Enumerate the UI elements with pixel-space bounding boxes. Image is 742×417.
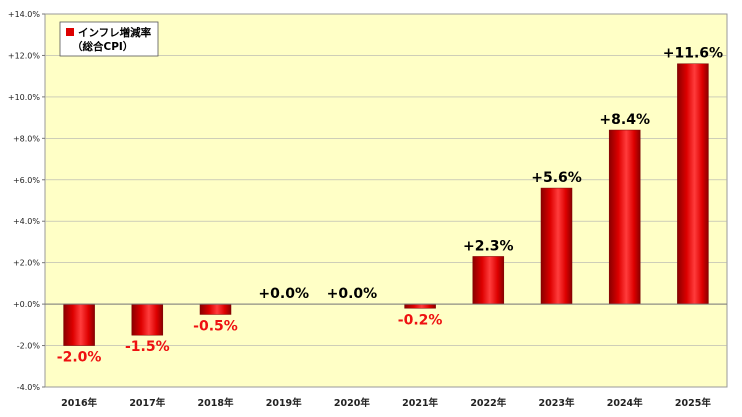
y-tick-label: +12.0% <box>8 51 41 60</box>
bar-2018年 <box>199 303 232 315</box>
y-tick-label: +6.0% <box>13 176 40 185</box>
bar-2017年 <box>131 303 164 336</box>
data-label-2025年: +11.6% <box>663 46 723 62</box>
bars <box>63 63 709 346</box>
bar-2022年 <box>472 256 505 305</box>
x-category-label: 2021年 <box>402 397 438 409</box>
x-category-label: 2018年 <box>198 397 234 409</box>
x-category-label: 2024年 <box>607 397 643 409</box>
x-category-label: 2019年 <box>266 397 302 409</box>
y-tick-label: +14.0% <box>8 10 41 19</box>
data-label-2018年: -0.5% <box>193 318 238 334</box>
bar-2016年 <box>63 303 95 346</box>
y-axis-ticks: -4.0% -2.0% +0.0% +2.0% +4.0% +6.0% +8.0% +10.0… <box>8 10 45 392</box>
legend-label-line1: インフレ増減率 <box>78 26 152 39</box>
y-tick-label: +4.0% <box>13 217 40 226</box>
x-axis-categories: 2016年 2017年 2018年 2019年 2020年 2021年 2022年 2023年… <box>61 397 711 409</box>
legend-label-line2: （総合CPI） <box>72 40 133 53</box>
y-tick-label: -2.0% <box>17 342 41 351</box>
data-label-2021年: -0.2% <box>398 312 443 328</box>
x-category-label: 2016年 <box>61 397 97 409</box>
bar-2024年 <box>608 129 641 305</box>
x-category-label: 2020年 <box>334 397 370 409</box>
y-tick-label: -4.0% <box>17 383 41 392</box>
y-tick-label: +10.0% <box>8 93 41 102</box>
data-label-2019年: +0.0% <box>258 286 309 302</box>
data-label-2024年: +8.4% <box>599 112 650 128</box>
data-label-2020年: +0.0% <box>327 286 378 302</box>
x-category-label: 2017年 <box>129 397 165 409</box>
legend: インフレ増減率 （総合CPI） <box>59 21 159 57</box>
data-label-2017年: -1.5% <box>125 339 170 355</box>
data-label-2016年: -2.0% <box>57 350 102 366</box>
data-labels: -2.0% -1.5% -0.5% +0.0% +0.0% -0.2% +2.3% +5.6%… <box>57 46 723 366</box>
legend-swatch <box>66 28 74 36</box>
bar-2025年 <box>677 63 709 305</box>
data-label-2023年: +5.6% <box>531 170 582 186</box>
data-label-2022年: +2.3% <box>463 238 514 254</box>
y-tick-label: +2.0% <box>13 259 40 268</box>
x-category-label: 2022年 <box>470 397 506 409</box>
legend-box <box>59 21 159 57</box>
y-tick-label: +0.0% <box>13 300 40 309</box>
x-category-label: 2023年 <box>539 397 575 409</box>
x-category-label: 2025年 <box>675 397 711 409</box>
bar-2021年 <box>404 303 436 309</box>
y-tick-label: +8.0% <box>13 134 40 143</box>
bar-2023年 <box>540 187 573 305</box>
